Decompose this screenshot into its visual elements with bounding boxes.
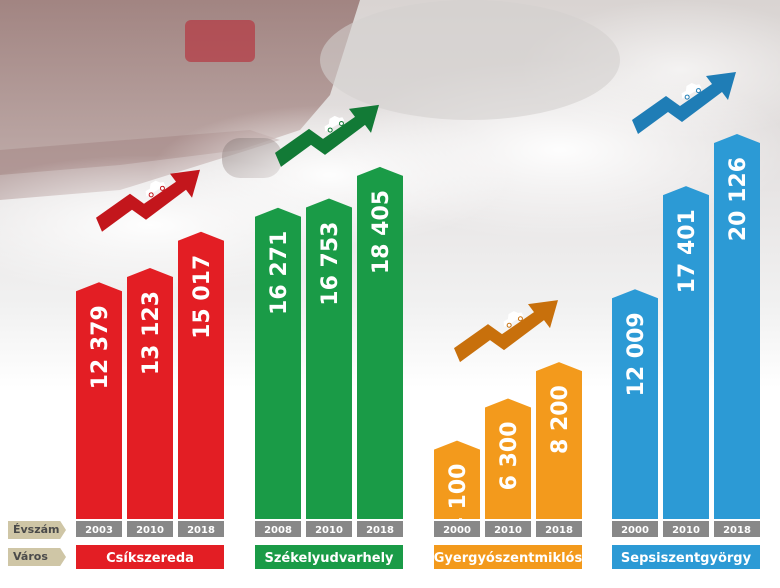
city-band-sepsiszentgyorgy [612,545,760,569]
car-icon-wheel-gyergyoszentmiklos-rear [517,316,523,322]
year-band-gyergyoszentmiklos-2000 [434,521,480,537]
city-label-szekelyudvarhely: Székelyudvarhely [264,551,394,566]
city-label-sepsiszentgyorgy: Sepsiszentgyörgy [621,551,752,566]
trend-arrow-csikszereda [96,169,200,232]
year-label-szekelyudvarhely-2010: 2010 [315,525,343,536]
value-label-csikszereda-2018: 15 017 [190,255,215,339]
year-band-szekelyudvarhely-2018 [357,521,403,537]
car-icon-wheel-gyergyoszentmiklos-front [506,322,512,328]
car-icon-wheel-csikszereda-rear [159,185,165,191]
bar-csikszereda-2003 [76,282,122,519]
city-band-szekelyudvarhely [255,545,403,569]
year-label-csikszereda-2018: 2018 [187,525,215,536]
year-label-csikszereda-2003: 2003 [85,525,113,536]
year-row-label: Évszám [8,521,66,539]
car-icon-wheel-szekelyudvarhely-front [327,127,333,133]
value-label-sepsiszentgyorgy-2018: 20 126 [726,157,751,241]
car-icon-wheel-szekelyudvarhely-rear [338,121,344,127]
year-band-gyergyoszentmiklos-2018 [536,521,582,537]
year-label-sepsiszentgyorgy-2018: 2018 [723,525,751,536]
bar-sepsiszentgyorgy-2000 [612,289,658,519]
year-label-gyergyoszentmiklos-2010: 2010 [494,525,522,536]
year-band-csikszereda-2010 [127,521,173,537]
bar-gyergyoszentmiklos-2000 [434,440,480,519]
year-band-gyergyoszentmiklos-2010 [485,521,531,537]
value-label-sepsiszentgyorgy-2000: 12 009 [624,312,649,396]
city-label-csikszereda: Csíkszereda [106,551,194,566]
car-icon-csikszereda [145,180,166,198]
value-label-gyergyoszentmiklos-2010: 6 300 [497,421,522,490]
car-icon-wheel-sepsiszentgyorgy-rear [695,88,701,94]
year-band-szekelyudvarhely-2010 [306,521,352,537]
bar-gyergyoszentmiklos-2010 [485,398,531,519]
bar-csikszereda-2010 [127,267,173,519]
year-band-szekelyudvarhely-2008 [255,521,301,537]
value-label-csikszereda-2010: 13 123 [139,291,164,375]
year-label-gyergyoszentmiklos-2018: 2018 [545,525,573,536]
city-band-csikszereda [76,545,224,569]
bar-sepsiszentgyorgy-2010 [663,186,709,519]
city-band-gyergyoszentmiklos [434,545,582,569]
year-label-szekelyudvarhely-2018: 2018 [366,525,394,536]
car-icon-gyergyoszentmiklos [503,311,524,328]
year-band-sepsiszentgyorgy-2010 [663,521,709,537]
bar-sepsiszentgyorgy-2018 [714,134,760,519]
tail-light-shape [185,20,255,62]
car-icon-szekelyudvarhely [324,115,345,133]
value-label-szekelyudvarhely-2008: 16 271 [267,231,292,315]
value-label-sepsiszentgyorgy-2010: 17 401 [675,209,700,293]
bar-szekelyudvarhely-2010 [306,198,352,520]
trend-arrow-sepsiszentgyorgy [632,72,736,134]
car-icon-wheel-sepsiszentgyorgy-front [684,94,690,100]
bar-szekelyudvarhely-2008 [255,207,301,520]
year-band-csikszereda-2018 [178,521,224,537]
car-icon-sepsiszentgyorgy [681,82,702,100]
bar-gyergyoszentmiklos-2018 [536,362,582,519]
year-label-szekelyudvarhely-2008: 2008 [264,525,292,536]
value-label-gyergyoszentmiklos-2018: 8 200 [548,385,573,454]
trend-arrow-szekelyudvarhely [275,104,379,167]
city-label-gyergyoszentmiklos: Gyergyószentmiklós [434,551,583,566]
year-label-gyergyoszentmiklos-2000: 2000 [443,525,471,536]
value-label-szekelyudvarhely-2010: 16 753 [318,222,343,306]
value-label-gyergyoszentmiklos-2000: 4 100 [446,464,471,533]
year-band-csikszereda-2003 [76,521,122,537]
year-label-csikszereda-2010: 2010 [136,525,164,536]
year-label-sepsiszentgyorgy-2010: 2010 [672,525,700,536]
bar-csikszereda-2018 [178,231,224,519]
bar-szekelyudvarhely-2018 [357,166,403,519]
value-label-szekelyudvarhely-2018: 18 405 [369,190,394,274]
year-label-sepsiszentgyorgy-2000: 2000 [621,525,649,536]
trend-arrow-gyergyoszentmiklos [454,300,558,363]
year-band-sepsiszentgyorgy-2000 [612,521,658,537]
city-row-label: Város [8,548,66,566]
value-label-csikszereda-2003: 12 379 [88,305,113,389]
year-band-sepsiszentgyorgy-2018 [714,521,760,537]
car-icon-wheel-csikszereda-front [148,192,154,198]
